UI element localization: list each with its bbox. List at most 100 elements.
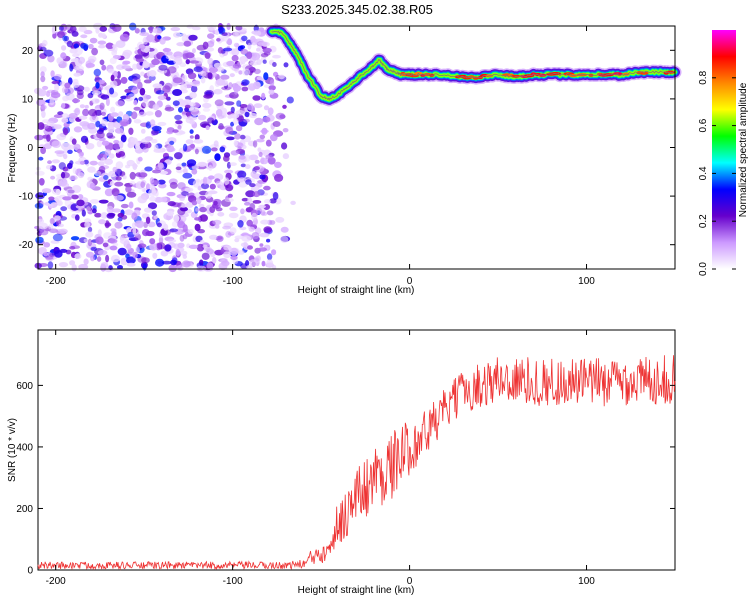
- noise-speckle: [71, 31, 79, 37]
- noise-speckle: [157, 95, 167, 101]
- noise-speckle: [221, 32, 228, 36]
- noise-speckle: [265, 139, 272, 147]
- snr-series-line: [37, 355, 676, 571]
- noise-speckle: [181, 260, 191, 268]
- noise-speckle: [280, 226, 289, 233]
- noise-speckle: [218, 26, 224, 34]
- spectrogram-x-label: Height of straight line (km): [298, 285, 415, 296]
- noise-speckle: [129, 171, 136, 180]
- noise-speckle: [181, 162, 187, 167]
- noise-speckle: [56, 133, 67, 141]
- noise-speckle: [249, 112, 258, 119]
- noise-speckle: [229, 227, 237, 235]
- noise-speckle: [260, 53, 269, 58]
- noise-speckle: [51, 159, 61, 164]
- noise-speckle: [180, 100, 186, 105]
- noise-speckle: [79, 160, 86, 165]
- noise-speckle: [51, 26, 57, 34]
- noise-speckle: [283, 62, 289, 68]
- noise-speckle: [94, 170, 102, 177]
- noise-speckle: [58, 25, 64, 32]
- noise-speckle: [225, 126, 234, 135]
- noise-speckle: [159, 37, 166, 45]
- noise-speckle: [120, 76, 128, 84]
- noise-speckle: [152, 104, 160, 111]
- noise-speckle: [282, 153, 290, 160]
- noise-speckle: [189, 60, 199, 64]
- noise-speckle: [189, 135, 194, 139]
- noise-speckle: [191, 200, 198, 206]
- noise-speckle: [92, 208, 97, 214]
- noise-speckle: [141, 257, 150, 264]
- noise-speckle: [254, 159, 260, 164]
- noise-speckle: [69, 246, 76, 250]
- noise-speckle: [217, 47, 224, 54]
- noise-speckle: [51, 140, 62, 148]
- noise-speckle: [202, 176, 208, 185]
- noise-speckle: [71, 98, 81, 103]
- noise-speckle: [72, 82, 80, 88]
- noise-speckle: [182, 172, 193, 179]
- noise-speckle: [60, 52, 67, 60]
- noise-speckle: [226, 60, 235, 67]
- noise-speckle: [246, 219, 253, 227]
- noise-speckle: [54, 83, 60, 91]
- noise-speckle: [227, 193, 233, 198]
- y-tick-label: 20: [22, 46, 34, 57]
- noise-speckle: [252, 140, 258, 148]
- noise-speckle: [110, 228, 117, 233]
- colorbar-label: Normalized spectral amplitude: [738, 82, 749, 217]
- noise-speckle: [213, 200, 218, 206]
- noise-speckle: [120, 134, 127, 143]
- noise-speckle: [76, 199, 85, 207]
- noise-speckle: [38, 247, 47, 255]
- noise-speckle: [256, 59, 262, 65]
- noise-speckle: [106, 205, 114, 214]
- noise-speckle: [110, 106, 116, 113]
- noise-speckle: [74, 47, 83, 56]
- noise-speckle: [95, 120, 101, 128]
- noise-speckle: [256, 207, 262, 215]
- noise-speckle: [109, 57, 117, 65]
- noise-speckle: [199, 214, 208, 222]
- noise-speckle: [107, 68, 115, 74]
- noise-speckle: [260, 219, 270, 225]
- noise-speckle: [245, 260, 250, 267]
- noise-speckle: [105, 98, 110, 106]
- x-tick-label: 100: [578, 576, 595, 587]
- noise-speckle: [174, 152, 183, 160]
- noise-speckle: [61, 45, 67, 51]
- noise-speckle: [162, 85, 171, 93]
- noise-speckle: [115, 176, 122, 181]
- noise-speckle: [259, 243, 264, 247]
- noise-speckle: [223, 155, 230, 162]
- noise-speckle: [172, 100, 180, 106]
- noise-speckle: [237, 170, 247, 179]
- noise-speckle: [189, 129, 194, 134]
- noise-speckle: [124, 88, 132, 93]
- noise-speckle: [125, 185, 132, 193]
- noise-speckle: [90, 246, 98, 252]
- noise-speckle: [50, 70, 55, 78]
- noise-speckle: [73, 72, 81, 77]
- noise-speckle: [171, 257, 178, 264]
- noise-speckle: [266, 238, 271, 243]
- noise-speckle: [118, 151, 126, 157]
- noise-speckle: [145, 216, 151, 224]
- noise-speckle: [126, 243, 132, 250]
- noise-speckle: [181, 216, 187, 222]
- noise-speckle: [47, 160, 52, 165]
- noise-speckle: [115, 40, 126, 48]
- noise-speckle: [83, 258, 89, 265]
- noise-speckle: [206, 40, 215, 48]
- noise-speckle: [41, 188, 52, 194]
- noise-speckle: [71, 264, 77, 272]
- noise-speckle: [222, 225, 232, 230]
- noise-speckle: [106, 132, 114, 139]
- snr-y-label: SNR (10 * v/v): [7, 418, 18, 482]
- noise-speckle: [61, 171, 66, 179]
- noise-speckle: [95, 82, 100, 89]
- noise-speckle: [67, 149, 73, 154]
- noise-speckle: [231, 54, 239, 62]
- noise-speckle: [137, 156, 143, 162]
